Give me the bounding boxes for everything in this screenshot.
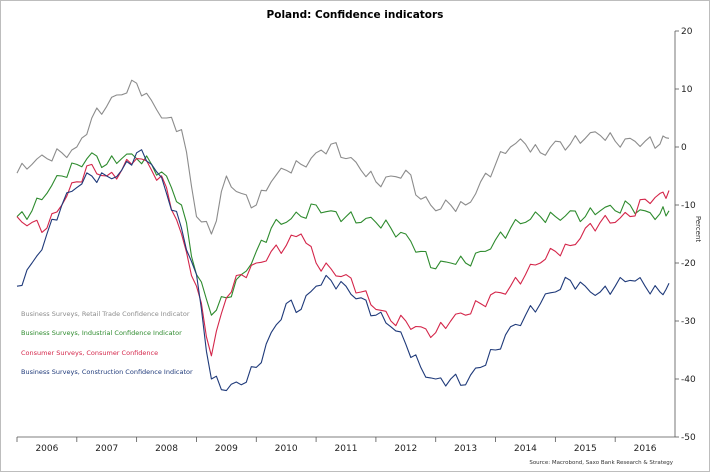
y-tick-label: 20: [681, 27, 693, 37]
legend-industrial: Business Surveys, Industrial Confidence …: [21, 329, 182, 337]
x-tick-label: 2009: [215, 444, 238, 454]
y-tick-label: -20: [681, 259, 696, 269]
source-note: Source: Macrobond, Saxo Bank Research & …: [529, 460, 673, 466]
axes: [16, 30, 679, 442]
series-line-2: [16, 158, 670, 357]
series-line-3: [16, 149, 670, 392]
x-tick-labels: 2006 2007 2008 2009 2010 2011 2012 2013 2014 2015…: [35, 444, 656, 454]
x-tick-label: 2012: [394, 444, 417, 454]
y-tick-label: -40: [681, 375, 696, 385]
series-line-0: [16, 79, 670, 235]
legend: Business Surveys, Retail Trade Confidenc…: [21, 310, 193, 376]
x-tick-label: 2008: [155, 444, 178, 454]
y-tick-label: -30: [681, 317, 696, 327]
y-tick-label: 10: [681, 85, 693, 95]
x-tick-label: 2013: [454, 444, 477, 454]
x-tick-label: 2006: [35, 444, 58, 454]
legend-construction: Business Surveys, Construction Confidenc…: [21, 368, 193, 376]
y-tick-label: -10: [681, 201, 696, 211]
x-tick-label: 2007: [95, 444, 118, 454]
x-tick-label: 2016: [634, 444, 657, 454]
y-tick-label: -50: [681, 433, 696, 443]
y-tick-label: 0: [681, 143, 687, 153]
legend-consumer: Consumer Surveys, Consumer Confidence: [21, 349, 158, 357]
y-tick-labels: 20 10 0 -10 -20 -30 -40 -50: [681, 27, 696, 443]
x-tick-label: 2010: [275, 444, 298, 454]
x-tick-label: 2011: [335, 444, 358, 454]
chart-title: Poland: Confidence indicators: [267, 9, 444, 21]
x-tick-label: 2015: [574, 444, 597, 454]
legend-retail-trade: Business Surveys, Retail Trade Confidenc…: [21, 310, 190, 318]
series-line-1: [16, 152, 670, 316]
y-axis-label: Percent: [694, 216, 702, 243]
series-lines: [16, 79, 670, 392]
x-tick-label: 2014: [514, 444, 537, 454]
